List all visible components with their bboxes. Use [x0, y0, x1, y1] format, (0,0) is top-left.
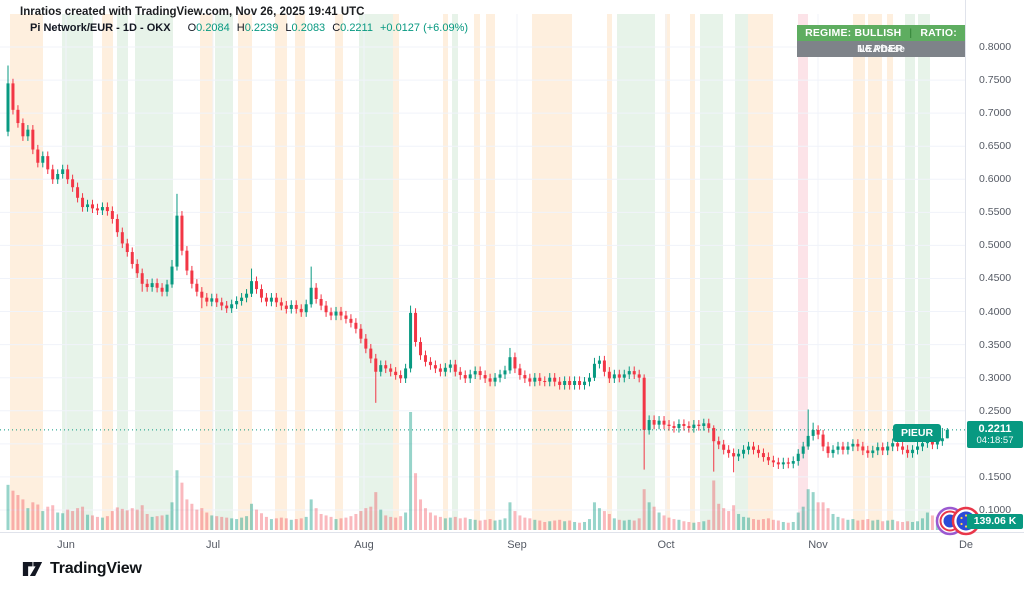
tradingview-mark-icon [22, 562, 43, 576]
price-tick: 0.7500 [979, 74, 1012, 87]
price-axis[interactable]: 0.8000 0.7500 0.7000 0.6500 0.6000 0.5500 0.50… [965, 0, 1024, 532]
time-tick: Jul [205, 539, 221, 551]
time-tick: Sep [507, 539, 527, 551]
time-tick: Oct [657, 539, 675, 551]
current-price-value: 0.2211 [978, 423, 1012, 435]
candles-layer [6, 65, 949, 473]
current-price-label: 0.2211 04:18:57 [967, 421, 1023, 448]
pair-tag-label: PIEUR [893, 424, 942, 442]
time-tick: De [958, 539, 974, 551]
chart-legend[interactable]: Pi Network/EUR - 1D - OKX O0.2084 H0.2239 L… [30, 22, 468, 34]
price-tick: 0.5000 [979, 239, 1012, 252]
price-tick: 0.4500 [979, 272, 1012, 285]
price-tick: 0.2500 [979, 404, 1012, 417]
close-label: C [332, 22, 341, 34]
gridlines-layer [0, 14, 967, 530]
time-tick: Aug [354, 539, 374, 551]
price-tick: 0.3500 [979, 338, 1012, 351]
regime-text: REGIME: BULLISH [805, 27, 902, 39]
time-tick: Jun [57, 539, 75, 551]
badge-divider: | [909, 27, 913, 39]
high-value: 0.2239 [244, 22, 279, 34]
attribution-text: Inratios created with TradingView.com, N… [20, 6, 365, 18]
symbol-title[interactable]: Pi Network/EUR - 1D - OKX [30, 22, 171, 34]
volume-value-label: 139.06 K [967, 514, 1023, 529]
tradingview-brand-text: TradingView [50, 560, 142, 577]
price-tick: 0.1000 [979, 503, 1012, 516]
close-value: 0.2211 [340, 22, 373, 34]
price-tick: 0.7000 [979, 107, 1012, 120]
time-tick: Nov [808, 539, 828, 551]
price-tick: 0.8000 [979, 41, 1012, 53]
price-tick: 0.4000 [979, 305, 1012, 318]
low-label: L [285, 22, 292, 34]
change-value: +0.0127 (+6.09%) [379, 22, 469, 34]
high-label: H [236, 22, 245, 34]
regime-bands-layer [10, 14, 930, 530]
price-tick: 0.6000 [979, 173, 1012, 186]
volume-bars-layer [6, 412, 949, 530]
phase-badge: No Phase [797, 41, 965, 57]
price-tick: 0.1500 [979, 470, 1012, 483]
price-tick: 0.5500 [979, 206, 1012, 219]
price-tick: 0.3000 [979, 371, 1012, 384]
tradingview-footer-logo[interactable]: TradingView [22, 559, 142, 579]
price-tick: 0.6500 [979, 140, 1012, 153]
open-value: 0.2084 [196, 22, 230, 34]
open-label: O [187, 22, 197, 34]
regime-badges: REGIME: BULLISH|RATIO: LEADER No Phase [797, 25, 965, 57]
low-value: 0.2083 [291, 22, 326, 34]
bar-countdown: 04:18:57 [976, 435, 1014, 446]
time-axis[interactable]: Jun Jul Aug Sep Oct Nov De [0, 532, 1024, 557]
regime-ratio-badge: REGIME: BULLISH|RATIO: LEADER [797, 25, 965, 55]
